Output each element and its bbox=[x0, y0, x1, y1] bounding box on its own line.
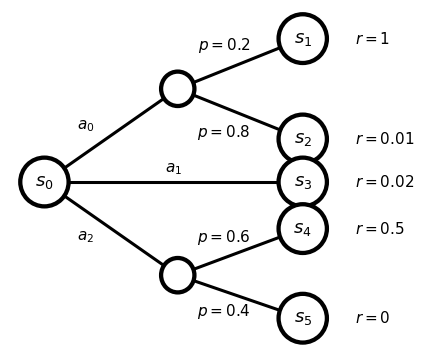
Text: $s_0$: $s_0$ bbox=[35, 173, 54, 191]
Text: $s_5$: $s_5$ bbox=[294, 309, 312, 327]
Ellipse shape bbox=[161, 258, 194, 292]
Text: $p=0.8$: $p=0.8$ bbox=[197, 123, 251, 142]
Text: $p=0.6$: $p=0.6$ bbox=[197, 228, 251, 246]
Text: $s_2$: $s_2$ bbox=[294, 130, 312, 148]
Ellipse shape bbox=[161, 72, 194, 106]
Text: $a_1$: $a_1$ bbox=[165, 161, 182, 177]
Ellipse shape bbox=[279, 14, 327, 63]
Text: $s_4$: $s_4$ bbox=[293, 219, 312, 238]
Text: $p=0.2$: $p=0.2$ bbox=[198, 36, 251, 55]
Text: $r=1$: $r=1$ bbox=[355, 31, 390, 47]
Ellipse shape bbox=[279, 294, 327, 343]
Text: $r=0.5$: $r=0.5$ bbox=[355, 221, 405, 237]
Text: $r=0.01$: $r=0.01$ bbox=[355, 131, 414, 147]
Text: $s_1$: $s_1$ bbox=[294, 29, 312, 48]
Text: $s_3$: $s_3$ bbox=[294, 173, 312, 191]
Ellipse shape bbox=[279, 115, 327, 163]
Text: $a_0$: $a_0$ bbox=[77, 119, 95, 134]
Text: $r=0$: $r=0$ bbox=[355, 310, 390, 326]
Ellipse shape bbox=[279, 158, 327, 206]
Text: $r=0.02$: $r=0.02$ bbox=[355, 174, 414, 190]
Text: $p=0.4$: $p=0.4$ bbox=[197, 302, 251, 321]
Ellipse shape bbox=[279, 204, 327, 253]
Ellipse shape bbox=[20, 158, 69, 206]
Text: $a_2$: $a_2$ bbox=[77, 230, 95, 245]
